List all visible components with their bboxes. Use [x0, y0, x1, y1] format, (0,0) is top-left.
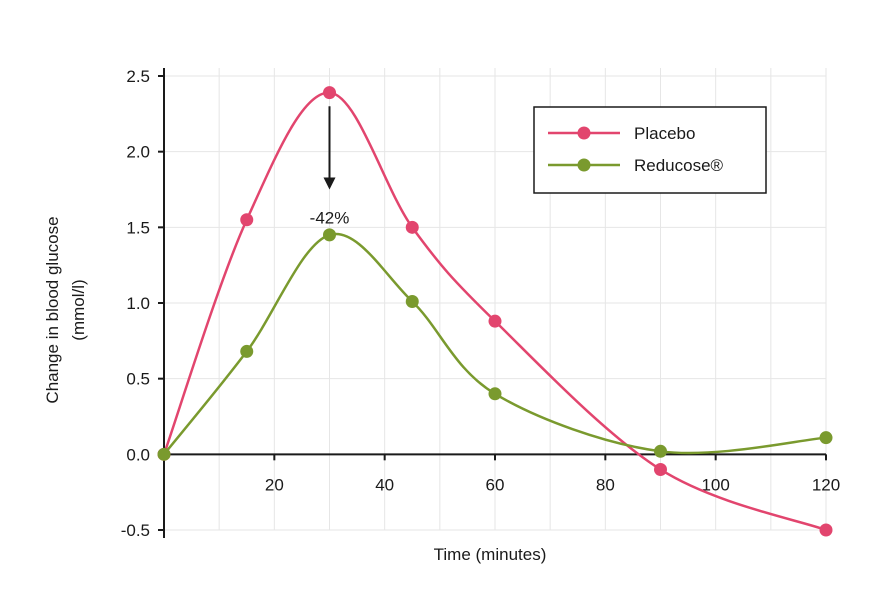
y-tick-label: 0.5 — [126, 370, 150, 389]
legend-marker-placebo — [577, 126, 591, 140]
y-axis-label: Change in blood glucose — [43, 216, 62, 403]
y-tick-label: 1.0 — [126, 294, 150, 313]
annotation-arrow-head — [323, 177, 336, 190]
annotations: -42% — [310, 106, 350, 228]
x-tick-label: 60 — [486, 475, 505, 494]
legend-label-placebo: Placebo — [634, 124, 695, 143]
x-tick-label: 80 — [596, 475, 615, 494]
x-tick-label: 20 — [265, 475, 284, 494]
y-axis-label: (mmol/l) — [69, 279, 88, 340]
data-point-reducose — [819, 431, 833, 445]
y-tick-label: 1.5 — [126, 218, 150, 237]
series-points — [157, 86, 833, 537]
data-point-placebo — [405, 220, 419, 234]
x-axis-label: Time (minutes) — [434, 545, 547, 564]
data-point-placebo — [819, 523, 833, 537]
y-tick-label: 0.0 — [126, 445, 150, 464]
data-point-reducose — [488, 387, 502, 401]
data-point-reducose — [654, 444, 667, 458]
data-point-reducose — [405, 294, 419, 308]
x-tick-label: 100 — [701, 475, 729, 494]
data-point-placebo — [488, 314, 502, 328]
y-tick-label: -0.5 — [121, 521, 150, 540]
data-point-placebo — [654, 462, 667, 476]
data-point-reducose — [157, 447, 171, 461]
x-tick-label: 40 — [375, 475, 394, 494]
legend: Placebo Reducose® — [533, 106, 767, 194]
annotation-label: -42% — [310, 209, 350, 228]
x-tick-label: 120 — [812, 475, 840, 494]
y-tick-label: 2.0 — [126, 143, 150, 162]
legend-label-reducose: Reducose® — [634, 156, 724, 175]
legend-marker-reducose — [577, 158, 591, 172]
data-point-reducose — [240, 344, 254, 358]
tick-labels: -0.5 0.0 0.5 1.0 1.5 2.0 2.5 20 40 60 80 100 120 — [121, 67, 840, 540]
y-tick-label: 2.5 — [126, 67, 150, 86]
data-point-placebo — [323, 86, 336, 100]
data-point-reducose — [323, 228, 336, 242]
y-axis-label-line-2: (mmol/l) — [69, 279, 88, 340]
data-point-placebo — [240, 213, 254, 227]
legend-box — [533, 106, 767, 194]
y-axis-label-line-1: Change in blood glucose — [43, 216, 62, 403]
